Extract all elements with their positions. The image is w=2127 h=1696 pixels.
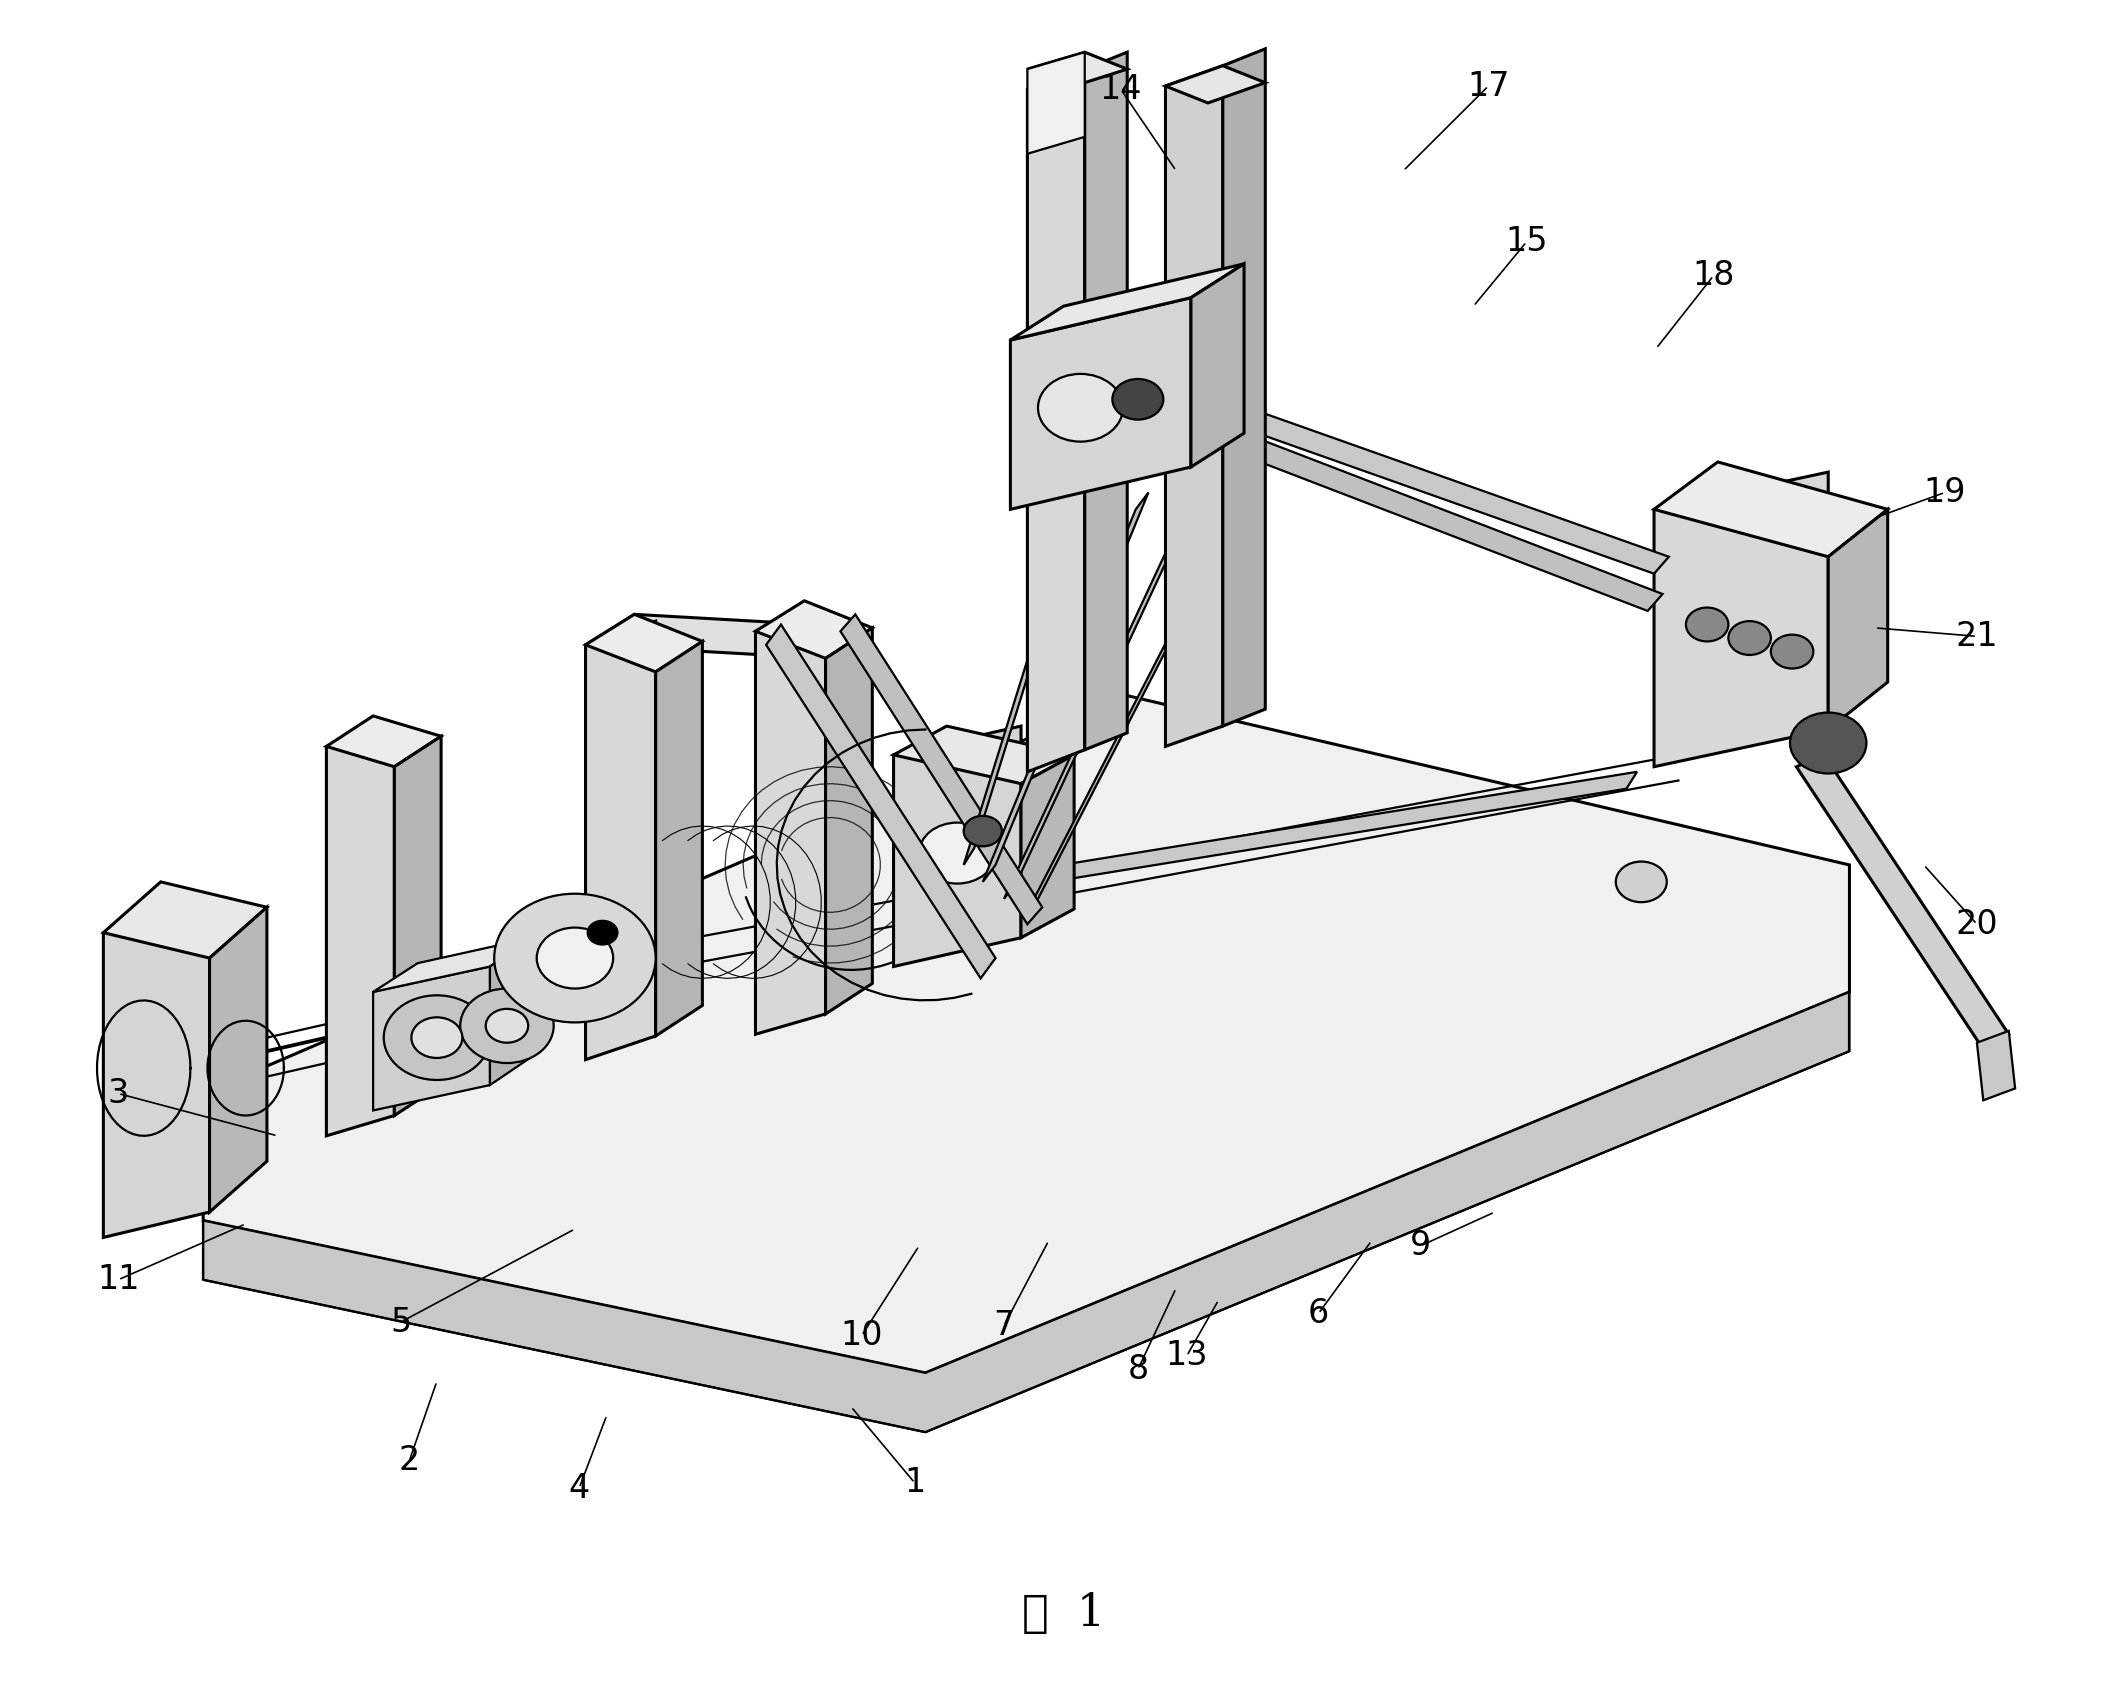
- Text: 1: 1: [904, 1467, 925, 1499]
- Circle shape: [587, 921, 617, 945]
- Polygon shape: [585, 614, 872, 658]
- Polygon shape: [1085, 53, 1127, 750]
- Polygon shape: [393, 736, 440, 1116]
- Polygon shape: [1010, 298, 1191, 509]
- Text: 9: 9: [1410, 1230, 1431, 1262]
- Text: 17: 17: [1468, 70, 1510, 102]
- Polygon shape: [1027, 53, 1085, 154]
- Text: 7: 7: [993, 1309, 1015, 1342]
- Polygon shape: [755, 600, 872, 658]
- Circle shape: [1772, 634, 1814, 668]
- Polygon shape: [840, 614, 1042, 924]
- Polygon shape: [1229, 432, 1663, 611]
- Text: 13: 13: [1166, 1340, 1208, 1372]
- Polygon shape: [1829, 509, 1887, 729]
- Polygon shape: [983, 492, 1149, 882]
- Polygon shape: [1655, 471, 1829, 767]
- Text: 20: 20: [1955, 907, 1997, 941]
- Text: 5: 5: [389, 1306, 411, 1338]
- Circle shape: [1791, 712, 1868, 773]
- Polygon shape: [1004, 517, 1187, 899]
- Polygon shape: [893, 726, 1021, 967]
- Circle shape: [919, 823, 995, 884]
- Polygon shape: [1234, 407, 1670, 573]
- Polygon shape: [964, 458, 1095, 865]
- Circle shape: [493, 894, 655, 1023]
- Polygon shape: [372, 967, 489, 1111]
- Polygon shape: [1021, 755, 1074, 938]
- Polygon shape: [1025, 539, 1223, 916]
- Text: 14: 14: [1100, 73, 1142, 105]
- Polygon shape: [925, 772, 1638, 902]
- Polygon shape: [104, 882, 266, 958]
- Circle shape: [1617, 862, 1668, 902]
- Text: 15: 15: [1506, 226, 1548, 258]
- Text: 6: 6: [1308, 1297, 1329, 1330]
- Circle shape: [383, 996, 489, 1080]
- Text: 18: 18: [1693, 259, 1736, 292]
- Text: 19: 19: [1923, 477, 1965, 509]
- Polygon shape: [1223, 49, 1266, 726]
- Polygon shape: [1191, 265, 1244, 466]
- Circle shape: [1687, 607, 1729, 641]
- Polygon shape: [489, 938, 532, 1085]
- Polygon shape: [585, 614, 702, 672]
- Circle shape: [485, 1009, 527, 1043]
- Polygon shape: [755, 611, 825, 1035]
- Polygon shape: [204, 992, 1850, 1431]
- Text: 3: 3: [108, 1077, 130, 1109]
- Circle shape: [1038, 373, 1123, 441]
- Polygon shape: [1027, 53, 1127, 86]
- Circle shape: [459, 989, 553, 1063]
- Polygon shape: [655, 641, 702, 1036]
- Polygon shape: [204, 695, 1850, 1372]
- Text: 8: 8: [1127, 1353, 1149, 1386]
- Polygon shape: [1655, 461, 1887, 556]
- Polygon shape: [1166, 66, 1266, 103]
- Text: 10: 10: [840, 1319, 883, 1352]
- Circle shape: [536, 928, 613, 989]
- Polygon shape: [825, 628, 872, 1014]
- Polygon shape: [104, 907, 211, 1238]
- Polygon shape: [893, 726, 1074, 784]
- Polygon shape: [1797, 755, 2008, 1046]
- Polygon shape: [325, 726, 393, 1136]
- Circle shape: [964, 816, 1002, 846]
- Polygon shape: [1976, 1031, 2014, 1101]
- Polygon shape: [585, 621, 655, 1060]
- Circle shape: [411, 1018, 462, 1058]
- Text: 图  1: 图 1: [1021, 1593, 1106, 1635]
- Polygon shape: [1027, 70, 1085, 772]
- Polygon shape: [211, 907, 266, 1213]
- Polygon shape: [766, 624, 995, 979]
- Circle shape: [1729, 621, 1772, 655]
- Text: 2: 2: [398, 1445, 419, 1477]
- Text: 21: 21: [1955, 619, 1997, 653]
- Polygon shape: [372, 938, 532, 992]
- Circle shape: [1112, 378, 1163, 419]
- Polygon shape: [1010, 265, 1244, 339]
- Polygon shape: [1166, 66, 1223, 746]
- Polygon shape: [325, 716, 440, 767]
- Text: 11: 11: [98, 1264, 140, 1296]
- Text: 4: 4: [568, 1472, 589, 1504]
